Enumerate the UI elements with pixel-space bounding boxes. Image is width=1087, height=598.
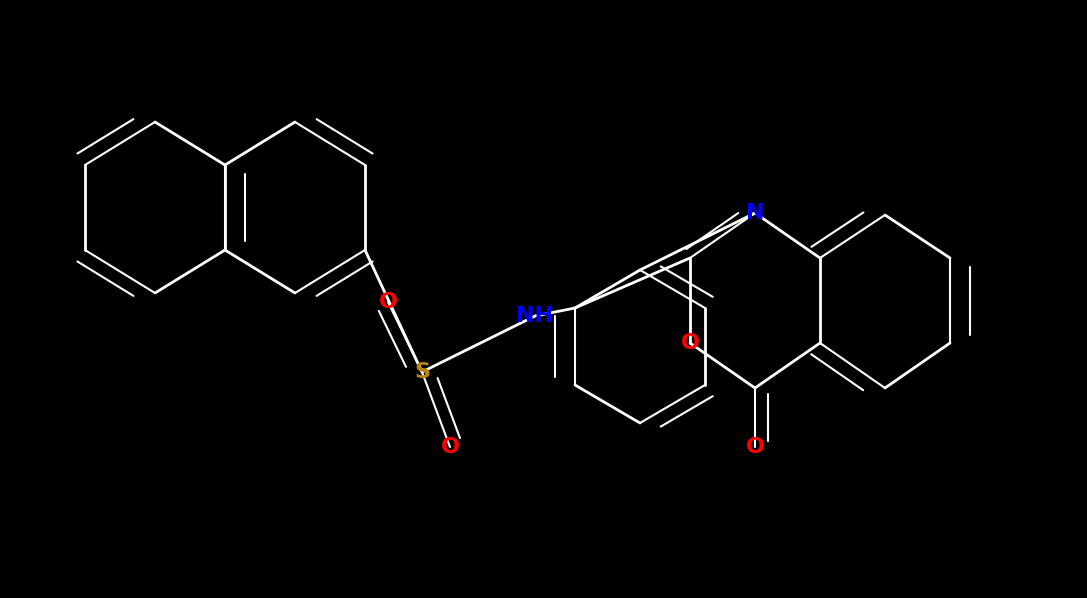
Text: S: S: [414, 362, 430, 382]
Text: O: O: [746, 437, 764, 457]
Text: O: O: [378, 292, 398, 312]
Text: O: O: [680, 333, 700, 353]
Text: NH: NH: [516, 306, 553, 326]
Text: O: O: [440, 437, 460, 457]
Text: N: N: [746, 203, 764, 223]
